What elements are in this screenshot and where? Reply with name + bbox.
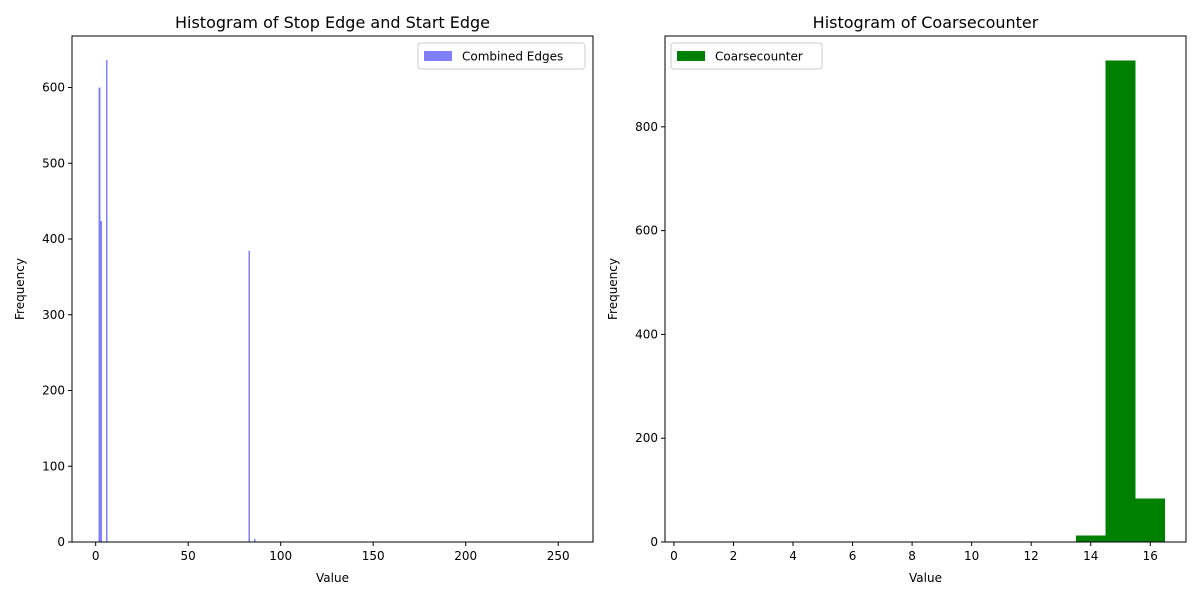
y-tick-label: 400	[635, 327, 658, 341]
x-tick-label: 12	[1024, 549, 1039, 563]
y-tick-label: 400	[42, 232, 65, 246]
y-tick-label: 200	[635, 431, 658, 445]
legend: Coarsecounter	[670, 42, 823, 70]
y-tick-label: 500	[42, 156, 65, 170]
bar-0-5	[248, 251, 251, 543]
legend-swatch	[424, 51, 452, 61]
x-tick-label: 200	[454, 549, 477, 563]
plot-frame	[71, 35, 594, 543]
legend-box	[670, 42, 823, 70]
plot-frame	[664, 35, 1187, 543]
x-tick-label: 6	[849, 549, 857, 563]
x-axis-label: Value	[316, 571, 349, 585]
bar-0-4	[105, 60, 108, 542]
x-tick-label: 2	[730, 549, 738, 563]
x-tick-label: 0	[92, 549, 100, 563]
bar-0-1	[98, 87, 101, 543]
y-tick-label: 800	[635, 120, 658, 134]
chart-title: Histogram of Stop Edge and Start Edge	[175, 13, 490, 32]
chart-panel-1: 0 50 100 150 200 250 0 100 200 300 400 500 600 Histog…	[13, 13, 594, 585]
x-axis-label: Value	[909, 571, 942, 585]
x-tick-label: 8	[908, 549, 916, 563]
x-tick-label: 250	[547, 549, 570, 563]
y-tick-label: 0	[650, 535, 658, 549]
x-tick-label: 14	[1083, 549, 1098, 563]
y-tick-label: 0	[57, 535, 65, 549]
bar-0-15	[1105, 60, 1136, 543]
legend-label: Coarsecounter	[715, 50, 803, 64]
bars	[98, 60, 256, 543]
x-tick-label: 100	[269, 549, 292, 563]
y-tick-label: 600	[635, 224, 658, 238]
bar-0-2	[100, 220, 103, 542]
bar-0-6	[253, 538, 256, 542]
y-axis-label: Frequency	[13, 258, 27, 320]
legend-label: Combined Edges	[462, 50, 563, 64]
y-tick-label: 600	[42, 81, 65, 95]
x-tick-label: 16	[1143, 549, 1158, 563]
legend-box	[417, 42, 586, 70]
x-tick-label: 4	[789, 549, 797, 563]
x-tick-label: 50	[181, 549, 196, 563]
chart-title: Histogram of Coarsecounter	[813, 13, 1039, 32]
y-axis-label: Frequency	[606, 258, 620, 320]
x-tick-label: 0	[670, 549, 678, 563]
legend: Combined Edges	[417, 42, 586, 70]
x-tick-label: 10	[964, 549, 979, 563]
y-tick-label: 200	[42, 384, 65, 398]
chart-panel-2: 0 2 4 6 8 10 12 14 16 0 200 400 600 800 Histogram of C…	[606, 13, 1187, 585]
x-tick-label: 150	[362, 549, 385, 563]
bar-0-14	[1075, 535, 1106, 542]
y-tick-label: 300	[42, 308, 65, 322]
y-tick-label: 100	[42, 459, 65, 473]
bar-0-16	[1135, 498, 1166, 542]
bars	[1046, 60, 1166, 543]
legend-swatch	[677, 51, 705, 61]
